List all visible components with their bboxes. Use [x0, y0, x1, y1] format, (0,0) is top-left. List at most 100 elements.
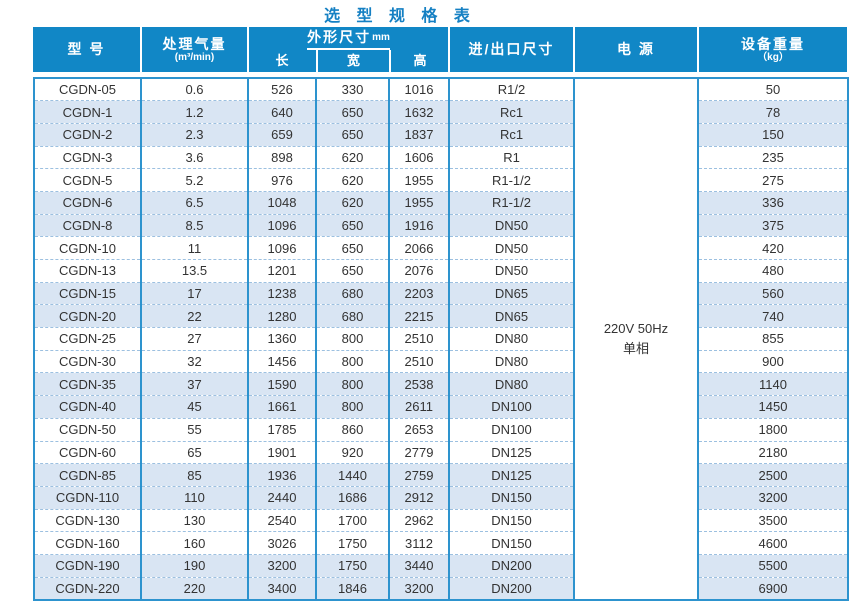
cell-capacity: 160	[140, 531, 248, 555]
cell-port: DN200	[448, 553, 574, 578]
cell-length: 1048	[247, 190, 316, 215]
cell-model: CGDN-3	[34, 145, 141, 169]
cell-height: 2215	[388, 304, 449, 328]
cell-model: CGDN-50	[34, 417, 141, 441]
cell-width: 800	[315, 395, 389, 419]
cell-height: 1606	[388, 145, 449, 169]
cell-height: 3112	[388, 531, 449, 555]
cell-weight: 336	[697, 190, 848, 215]
cell-capacity: 6.5	[140, 190, 248, 215]
cell-width: 650	[315, 100, 389, 124]
cell-height: 2076	[388, 259, 449, 283]
cell-weight: 6900	[697, 576, 848, 600]
cell-width: 620	[315, 190, 389, 215]
cell-capacity: 32	[140, 349, 248, 373]
cell-height: 2653	[388, 417, 449, 441]
table-row: CGDN-160 160 3026 1750 3112 DN150 4600	[34, 531, 848, 555]
cell-width: 800	[315, 349, 389, 373]
cell-length: 1456	[247, 349, 316, 373]
cell-length: 1936	[247, 463, 316, 487]
cell-height: 3200	[388, 576, 449, 600]
header-width: 宽	[316, 50, 389, 72]
cell-port: R1-1/2	[448, 168, 574, 192]
header-dimensions: 外形尺寸 mm	[307, 27, 390, 50]
cell-weight: 375	[697, 213, 848, 237]
spec-table: 型 号 处理气量 (m³/min) 外形尺寸 mm 长 宽 高 进/出口尺寸 电 …	[33, 27, 849, 601]
header-port: 进/出口尺寸	[448, 27, 573, 72]
cell-model: CGDN-15	[34, 281, 141, 305]
cell-weight: 235	[697, 145, 848, 169]
cell-weight: 150	[697, 122, 848, 147]
cell-height: 2538	[388, 372, 449, 396]
table-row: CGDN-3 3.6 898 620 1606 R1 235	[34, 145, 848, 169]
cell-length: 1238	[247, 281, 316, 305]
cell-length: 640	[247, 100, 316, 124]
cell-width: 650	[315, 236, 389, 260]
cell-length: 526	[247, 78, 316, 101]
cell-port: DN50	[448, 236, 574, 260]
header-dimensions-subrow: 长 宽 高	[248, 50, 449, 72]
cell-model: CGDN-13	[34, 259, 141, 283]
cell-width: 680	[315, 281, 389, 305]
power-line1: 220V 50Hz	[603, 321, 669, 337]
power-line2: 单相	[622, 340, 649, 356]
header-dimensions-group: 外形尺寸 mm 长 宽 高	[247, 27, 448, 72]
cell-height: 2066	[388, 236, 449, 260]
header-height: 高	[389, 50, 449, 72]
cell-port: DN150	[448, 508, 574, 532]
table-row: CGDN-20 22 1280 680 2215 DN65 740	[34, 304, 848, 328]
cell-port: DN65	[448, 304, 574, 328]
cell-length: 1280	[247, 304, 316, 328]
table-row: CGDN-50 55 1785 860 2653 DN100 1800	[34, 417, 848, 441]
cell-capacity: 0.6	[140, 78, 248, 101]
cell-model: CGDN-160	[34, 531, 141, 555]
cell-model: CGDN-40	[34, 395, 141, 419]
cell-length: 3026	[247, 531, 316, 555]
cell-port: DN125	[448, 440, 574, 464]
cell-width: 800	[315, 327, 389, 351]
header-capacity-unit: (m³/min)	[174, 51, 215, 63]
spec-table-body: CGDN-05 0.6 526 330 1016 R1/2 220V 50Hz 单相 50 CGD…	[33, 77, 849, 601]
table-row: CGDN-60 65 1901 920 2779 DN125 2180	[34, 440, 848, 464]
cell-model: CGDN-10	[34, 236, 141, 260]
cell-model: CGDN-2	[34, 122, 141, 147]
cell-capacity: 27	[140, 327, 248, 351]
cell-width: 1700	[315, 508, 389, 532]
cell-length: 2440	[247, 485, 316, 510]
cell-capacity: 190	[140, 553, 248, 578]
cell-capacity: 65	[140, 440, 248, 464]
cell-capacity: 45	[140, 395, 248, 419]
cell-port: DN80	[448, 327, 574, 351]
table-header: 型 号 处理气量 (m³/min) 外形尺寸 mm 长 宽 高 进/出口尺寸 电 …	[33, 27, 847, 72]
cell-width: 1750	[315, 553, 389, 578]
cell-model: CGDN-6	[34, 190, 141, 215]
cell-port: Rc1	[448, 122, 574, 147]
table-body-wrap: CGDN-05 0.6 526 330 1016 R1/2 220V 50Hz 单相 50 CGD…	[33, 77, 849, 601]
cell-weight: 855	[697, 327, 848, 351]
table-row: CGDN-220 220 3400 1846 3200 DN200 6900	[34, 576, 848, 600]
header-dimensions-label: 外形尺寸	[307, 29, 372, 46]
cell-weight: 4600	[697, 531, 848, 555]
cell-capacity: 22	[140, 304, 248, 328]
cell-model: CGDN-20	[34, 304, 141, 328]
table-row: CGDN-30 32 1456 800 2510 DN80 900	[34, 349, 848, 373]
cell-width: 1686	[315, 485, 389, 510]
table-row: CGDN-2 2.3 659 650 1837 Rc1 150	[34, 122, 848, 147]
cell-capacity: 8.5	[140, 213, 248, 237]
cell-model: CGDN-5	[34, 168, 141, 192]
table-row: CGDN-40 45 1661 800 2611 DN100 1450	[34, 395, 848, 419]
cell-capacity: 37	[140, 372, 248, 396]
table-row: CGDN-25 27 1360 800 2510 DN80 855	[34, 327, 848, 351]
cell-length: 898	[247, 145, 316, 169]
cell-capacity: 5.2	[140, 168, 248, 192]
header-weight-unit: （kg）	[757, 51, 789, 63]
table-row: CGDN-8 8.5 1096 650 1916 DN50 375	[34, 213, 848, 237]
cell-height: 2759	[388, 463, 449, 487]
cell-model: CGDN-25	[34, 327, 141, 351]
cell-capacity: 11	[140, 236, 248, 260]
cell-height: 2962	[388, 508, 449, 532]
cell-height: 2912	[388, 485, 449, 510]
cell-weight: 275	[697, 168, 848, 192]
cell-port: DN50	[448, 213, 574, 237]
cell-weight: 3500	[697, 508, 848, 532]
